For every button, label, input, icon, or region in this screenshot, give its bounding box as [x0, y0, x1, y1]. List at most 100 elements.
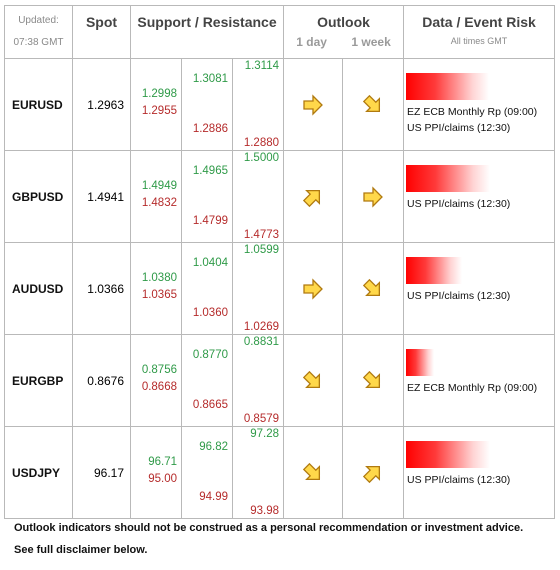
risk-cell: US PPI/claims (12:30): [403, 426, 556, 519]
event-label: US PPI/claims (12:30): [407, 290, 511, 302]
table-row: EURUSD 1.2963 1.2998 1.2955 1.3081 1.288…: [4, 58, 556, 151]
support-level: 0.8831: [243, 336, 280, 348]
resistance-level: 95.00: [148, 473, 177, 485]
table-row: EURGBP 0.8676 0.8756 0.8668 0.8770 0.866…: [4, 334, 556, 427]
outlook-header: Outlook 1 day 1 week: [283, 5, 405, 59]
s2-cell: 96.82 94.99: [181, 426, 233, 519]
event-label: EZ ECB Monthly Rp (09:00): [407, 382, 538, 394]
support-level: 96.82: [199, 441, 228, 453]
risk-bar: [406, 165, 491, 192]
resistance-level: 1.0365: [141, 289, 177, 301]
support-level: 0.8756: [141, 364, 177, 376]
support-level: 1.4965: [192, 165, 228, 177]
s2-cell: 0.8770 0.8665: [181, 334, 233, 427]
pair-label: EURUSD: [4, 58, 73, 151]
s1-cell: 1.0380 1.0365: [130, 242, 182, 335]
pair-label: USDJPY: [4, 426, 73, 519]
s2-cell: 1.3081 1.2886: [181, 58, 233, 151]
s1-cell: 1.4949 1.4832: [130, 150, 182, 243]
resistance-level: 0.8665: [192, 399, 228, 411]
resistance-level: 1.2886: [192, 123, 228, 135]
resistance-level: 94.99: [199, 491, 228, 503]
header-row: Updated: 07:38 GMT Spot Support / Resist…: [4, 5, 556, 59]
right-arrow-icon: [303, 277, 323, 300]
outlook-out1-cell: [283, 426, 344, 519]
outlook-out2-cell: [342, 334, 405, 427]
risk-bar: [406, 257, 463, 284]
risk-cell: EZ ECB Monthly Rp (09:00): [403, 334, 556, 427]
risk-header: Data / Event Risk All times GMT: [403, 5, 556, 59]
outlook-out1-cell: [283, 334, 344, 427]
support-level: 1.2998: [141, 88, 177, 100]
outlook-out1-cell: [283, 242, 344, 335]
outlook-out1-cell: [283, 58, 344, 151]
risk-bar: [406, 441, 491, 468]
event-label: US PPI/claims (12:30): [407, 198, 511, 210]
spot-price: 0.8676: [72, 334, 131, 427]
s1-cell: 0.8756 0.8668: [130, 334, 182, 427]
support-level: 1.0380: [141, 272, 177, 284]
right-arrow-icon: [363, 185, 383, 208]
support-level: 96.71: [148, 456, 177, 468]
support-level: 1.0404: [192, 257, 228, 269]
support-level: 1.4949: [141, 180, 177, 192]
fx-outlook-table: Updated: 07:38 GMT Spot Support / Resist…: [4, 5, 556, 519]
resistance-level: 1.0360: [192, 307, 228, 319]
down-right-arrow-icon: [302, 370, 321, 388]
disclaimer-line-1: Outlook indicators should not be constru…: [14, 522, 524, 534]
outlook-1week-label: 1 week: [351, 35, 391, 49]
resistance-level: 1.2880: [243, 137, 280, 149]
s3-cell: 1.3114 1.2880: [231, 58, 285, 151]
support-level: 1.3081: [192, 73, 228, 85]
s1-cell: 96.71 95.00: [130, 426, 182, 519]
event-label: EZ ECB Monthly Rp (09:00): [407, 106, 538, 118]
support-level: 1.3114: [244, 60, 280, 72]
s3-cell: 1.5000 1.4773: [231, 150, 285, 243]
spot-price: 1.4941: [72, 150, 131, 243]
down-right-arrow-icon: [362, 94, 381, 112]
resistance-level: 0.8668: [141, 381, 177, 393]
resistance-level: 1.4799: [192, 215, 228, 227]
spot-price: 1.0366: [72, 242, 131, 335]
s1-cell: 1.2998 1.2955: [130, 58, 182, 151]
event-label: US PPI/claims (12:30): [407, 474, 511, 486]
spot-price: 96.17: [72, 426, 131, 519]
pair-label: AUDUSD: [4, 242, 73, 335]
resistance-level: 1.4773: [243, 229, 280, 241]
outlook-out2-cell: [342, 426, 405, 519]
disclaimer-line-2: See full disclaimer below.: [14, 544, 148, 556]
up-right-arrow-icon: [302, 189, 321, 207]
support-resistance-header: Support / Resistance: [129, 5, 285, 59]
support-level: 0.8770: [192, 349, 228, 361]
outlook-out2-cell: [342, 242, 405, 335]
table-row: AUDUSD 1.0366 1.0380 1.0365 1.0404 1.036…: [4, 242, 556, 335]
right-arrow-icon: [303, 93, 323, 116]
risk-subheader: All times GMT: [450, 36, 508, 46]
down-right-arrow-icon: [362, 278, 381, 296]
event-label: US PPI/claims (12:30): [407, 122, 511, 134]
up-right-arrow-icon: [362, 465, 381, 483]
s3-cell: 1.0599 1.0269: [231, 242, 285, 335]
updated-label: Updated:: [18, 15, 59, 26]
pair-label: EURGBP: [4, 334, 73, 427]
risk-bar: [406, 349, 435, 376]
resistance-level: 1.4832: [141, 197, 177, 209]
updated-cell: Updated: 07:38 GMT: [4, 5, 73, 59]
spot-header: Spot: [72, 5, 131, 59]
support-level: 1.0599: [243, 244, 280, 256]
s3-cell: 0.8831 0.8579: [231, 334, 285, 427]
resistance-level: 1.0269: [243, 321, 280, 333]
support-level: 97.28: [250, 428, 280, 440]
s2-cell: 1.0404 1.0360: [181, 242, 233, 335]
down-right-arrow-icon: [302, 462, 321, 480]
outlook-out2-cell: [342, 150, 405, 243]
support-level: 1.5000: [243, 152, 280, 164]
risk-cell: EZ ECB Monthly Rp (09:00) US PPI/claims (…: [403, 58, 556, 151]
table-row: GBPUSD 1.4941 1.4949 1.4832 1.4965 1.479…: [4, 150, 556, 243]
risk-bar: [406, 73, 490, 100]
resistance-level: 93.98: [250, 505, 280, 517]
pair-label: GBPUSD: [4, 150, 73, 243]
updated-time: 07:38 GMT: [13, 37, 64, 48]
s2-cell: 1.4965 1.4799: [181, 150, 233, 243]
outlook-out2-cell: [342, 58, 405, 151]
